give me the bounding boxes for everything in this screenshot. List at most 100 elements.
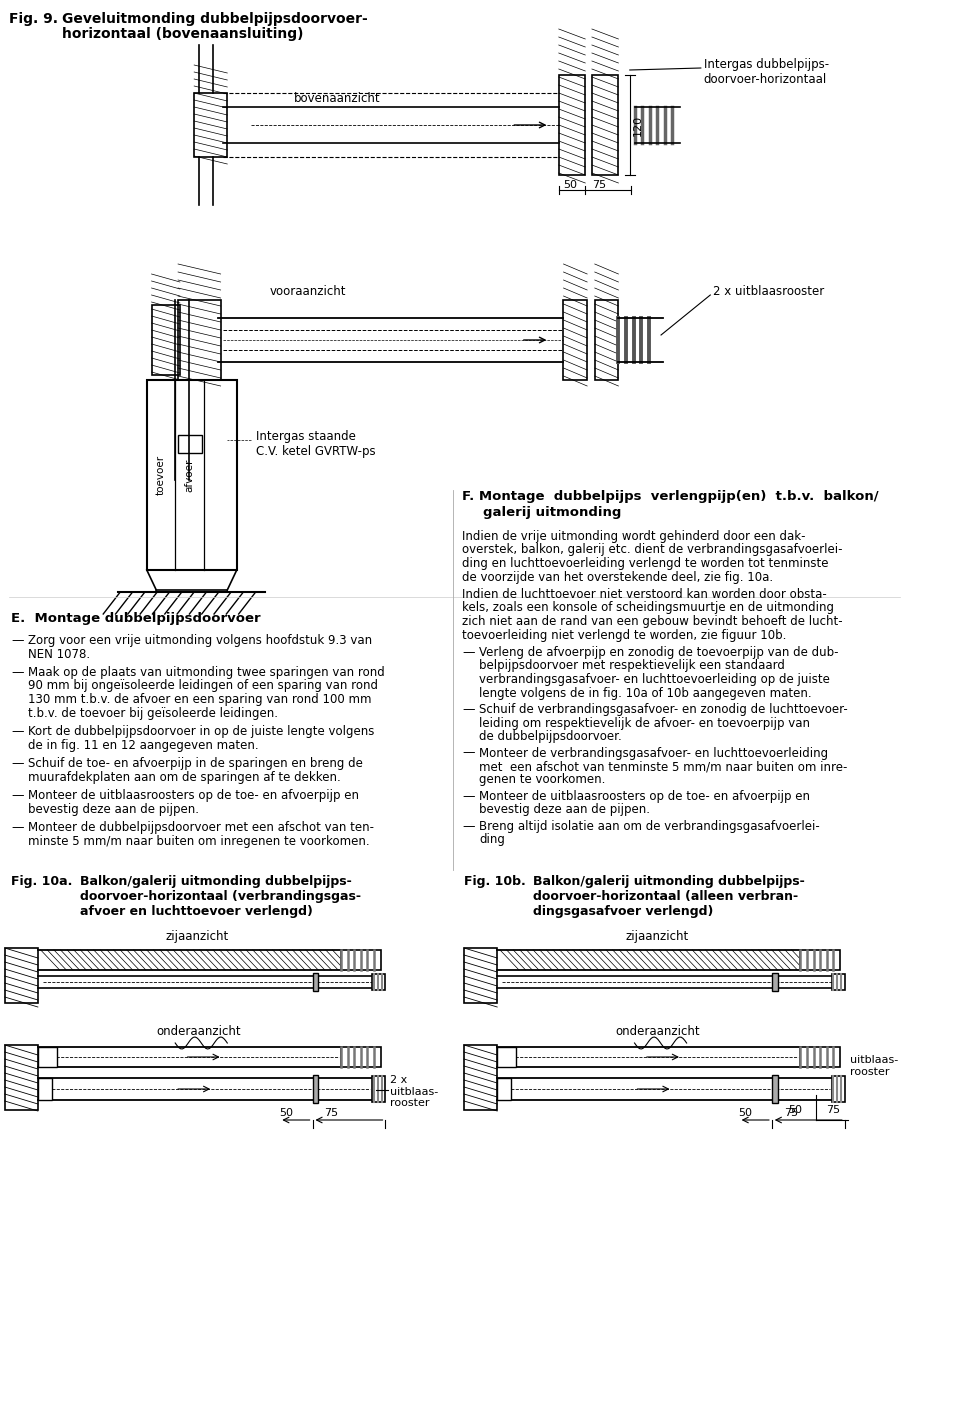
Text: muurafdekplaten aan om de sparingen af te dekken.: muurafdekplaten aan om de sparingen af t…: [29, 770, 341, 783]
Text: Balkon/galerij uitmonding dubbelpijps-: Balkon/galerij uitmonding dubbelpijps-: [533, 875, 804, 888]
Text: Breng altijd isolatie aan om de verbrandingsgasafvoerlei-: Breng altijd isolatie aan om de verbrand…: [479, 820, 820, 833]
Bar: [497, 1078, 512, 1100]
Bar: [313, 1075, 318, 1103]
Text: zich niet aan de rand van een gebouw bevindt behoeft de lucht-: zich niet aan de rand van een gebouw bev…: [462, 615, 843, 629]
Text: uitblaas-
rooster: uitblaas- rooster: [850, 1055, 898, 1076]
Bar: [372, 974, 386, 990]
Text: —: —: [12, 758, 24, 770]
Text: —: —: [12, 821, 24, 834]
Text: Schuif de verbrandingsgasafvoer- en zonodig de luchttoevoer-: Schuif de verbrandingsgasafvoer- en zono…: [479, 702, 848, 716]
Text: —: —: [462, 790, 474, 803]
Text: bovenaanzicht: bovenaanzicht: [294, 92, 380, 105]
Bar: [5, 947, 37, 1003]
Text: kels, zoals een konsole of scheidingsmuurtje en de uitmonding: kels, zoals een konsole of scheidingsmuu…: [462, 602, 834, 615]
Text: Fig. 10b.: Fig. 10b.: [464, 875, 526, 888]
Text: belpijpsdoorvoer met respektievelijk een standaard: belpijpsdoorvoer met respektievelijk een…: [479, 660, 785, 673]
Text: 75: 75: [783, 1107, 798, 1119]
Text: Monteer de uitblaasroosters op de toe- en afvoerpijp en: Monteer de uitblaasroosters op de toe- e…: [29, 789, 359, 801]
Text: Geveluitmonding dubbelpijpsdoorvoer-: Geveluitmonding dubbelpijpsdoorvoer-: [61, 11, 368, 25]
Bar: [801, 950, 840, 970]
Text: —: —: [12, 634, 24, 647]
Text: verbrandingsgasafvoer- en luchttoevoerleiding op de juiste: verbrandingsgasafvoer- en luchttoevoerle…: [479, 673, 830, 685]
Text: 50: 50: [279, 1107, 293, 1119]
Bar: [772, 1075, 778, 1103]
Text: onderaanzicht: onderaanzicht: [615, 1025, 700, 1038]
Bar: [313, 973, 318, 991]
Text: —: —: [462, 746, 474, 759]
Text: Fig. 10a.: Fig. 10a.: [12, 875, 73, 888]
Text: bevestig deze aan de pijpen.: bevestig deze aan de pijpen.: [29, 803, 200, 816]
Text: Balkon/galerij uitmonding dubbelpijps-: Balkon/galerij uitmonding dubbelpijps-: [81, 875, 352, 888]
Bar: [372, 1076, 386, 1102]
Text: bevestig deze aan de pijpen.: bevestig deze aan de pijpen.: [479, 803, 650, 817]
Text: 50: 50: [738, 1107, 753, 1119]
Text: zijaanzicht: zijaanzicht: [625, 930, 688, 943]
Text: onderaanzicht: onderaanzicht: [156, 1025, 241, 1038]
Text: afvoer: afvoer: [184, 459, 195, 491]
Bar: [341, 1046, 381, 1068]
Text: Monteer de dubbelpijpsdoorvoer met een afschot van ten-: Monteer de dubbelpijpsdoorvoer met een a…: [29, 821, 374, 834]
Text: 50: 50: [788, 1104, 802, 1114]
Text: Indien de vrije uitmonding wordt gehinderd door een dak-: Indien de vrije uitmonding wordt gehinde…: [462, 530, 805, 542]
Text: toevoer: toevoer: [156, 455, 166, 496]
Text: afvoer en luchttoevoer verlengd): afvoer en luchttoevoer verlengd): [81, 905, 313, 918]
Bar: [178, 300, 221, 379]
Text: Fig. 9.: Fig. 9.: [10, 11, 59, 25]
Text: met  een afschot van tenminste 5 mm/m naar buiten om inre-: met een afschot van tenminste 5 mm/m naa…: [479, 760, 848, 773]
Text: F. Montage  dubbelpijps  verlengpijp(en)  t.b.v.  balkon/: F. Montage dubbelpijps verlengpijp(en) t…: [462, 490, 878, 503]
Text: Schuif de toe- en afvoerpijp in de sparingen en breng de: Schuif de toe- en afvoerpijp in de spari…: [29, 758, 363, 770]
Text: Verleng de afvoerpijp en zonodig de toevoerpijp van de dub-: Verleng de afvoerpijp en zonodig de toev…: [479, 646, 839, 658]
Text: —: —: [12, 789, 24, 801]
Text: leiding om respektievelijk de afvoer- en toevoerpijp van: leiding om respektievelijk de afvoer- en…: [479, 716, 810, 729]
Text: 2 x
uitblaas-
rooster: 2 x uitblaas- rooster: [390, 1075, 439, 1109]
Text: doorvoer-horizontaal (alleen verbran-: doorvoer-horizontaal (alleen verbran-: [533, 891, 799, 903]
Bar: [464, 1045, 497, 1110]
Text: vooraanzicht: vooraanzicht: [270, 285, 347, 297]
Bar: [559, 75, 586, 176]
Text: 2 x uitblaasrooster: 2 x uitblaasrooster: [713, 285, 825, 297]
Bar: [194, 93, 228, 157]
Text: —: —: [12, 666, 24, 680]
Text: —: —: [462, 702, 474, 716]
Text: —: —: [12, 725, 24, 738]
Bar: [592, 75, 618, 176]
Text: —: —: [462, 820, 474, 833]
Bar: [178, 435, 202, 453]
Bar: [464, 947, 497, 1003]
Bar: [831, 974, 845, 990]
Text: 50: 50: [564, 180, 578, 190]
Text: 120: 120: [633, 115, 642, 136]
Text: dingsgasafvoer verlengd): dingsgasafvoer verlengd): [533, 905, 713, 918]
Text: Maak op de plaats van uitmonding twee sparingen van rond: Maak op de plaats van uitmonding twee sp…: [29, 666, 385, 680]
Text: E.  Montage dubbelpijpsdoorvoer: E. Montage dubbelpijpsdoorvoer: [12, 612, 261, 624]
Text: 75: 75: [324, 1107, 339, 1119]
Bar: [37, 1046, 57, 1068]
Text: galerij uitmonding: galerij uitmonding: [483, 506, 621, 520]
Text: t.b.v. de toevoer bij geïsoleerde leidingen.: t.b.v. de toevoer bij geïsoleerde leidin…: [29, 707, 278, 719]
Bar: [564, 300, 588, 379]
Bar: [595, 300, 618, 379]
Text: overstek, balkon, galerij etc. dient de verbrandingsgasafvoerlei-: overstek, balkon, galerij etc. dient de …: [462, 544, 843, 556]
Bar: [152, 304, 180, 375]
Bar: [801, 1046, 840, 1068]
Bar: [497, 1046, 516, 1068]
Text: Zorg voor een vrije uitmonding volgens hoofdstuk 9.3 van: Zorg voor een vrije uitmonding volgens h…: [29, 634, 372, 647]
Text: ding: ding: [479, 834, 505, 847]
Text: 130 mm t.b.v. de afvoer en een sparing van rond 100 mm: 130 mm t.b.v. de afvoer en een sparing v…: [29, 692, 372, 707]
Bar: [37, 1078, 52, 1100]
Text: minste 5 mm/m naar buiten om inregenen te voorkomen.: minste 5 mm/m naar buiten om inregenen t…: [29, 834, 370, 848]
Text: Intergas dubbelpijps-
doorvoer-horizontaal: Intergas dubbelpijps- doorvoer-horizonta…: [704, 58, 828, 86]
Text: genen te voorkomen.: genen te voorkomen.: [479, 773, 606, 786]
Text: de dubbelpijpsdoorvoer.: de dubbelpijpsdoorvoer.: [479, 731, 622, 743]
Bar: [5, 1045, 37, 1110]
Text: Monteer de verbrandingsgasafvoer- en luchttoevoerleiding: Monteer de verbrandingsgasafvoer- en luc…: [479, 746, 828, 759]
Text: ding en luchttoevoerleiding verlengd te worden tot tenminste: ding en luchttoevoerleiding verlengd te …: [462, 556, 828, 571]
Text: horizontaal (bovenaansluiting): horizontaal (bovenaansluiting): [61, 27, 303, 41]
Text: NEN 1078.: NEN 1078.: [29, 647, 90, 660]
Text: Indien de luchttoevoer niet verstoord kan worden door obsta-: Indien de luchttoevoer niet verstoord ka…: [462, 588, 827, 600]
Bar: [831, 1076, 845, 1102]
Text: de in fig. 11 en 12 aangegeven maten.: de in fig. 11 en 12 aangegeven maten.: [29, 739, 259, 752]
Text: toevoerleiding niet verlengd te worden, zie figuur 10b.: toevoerleiding niet verlengd te worden, …: [462, 629, 786, 641]
Text: lengte volgens de in fig. 10a of 10b aangegeven maten.: lengte volgens de in fig. 10a of 10b aan…: [479, 687, 812, 700]
Text: 90 mm bij ongeïsoleerde leidingen of een sparing van rond: 90 mm bij ongeïsoleerde leidingen of een…: [29, 680, 378, 692]
